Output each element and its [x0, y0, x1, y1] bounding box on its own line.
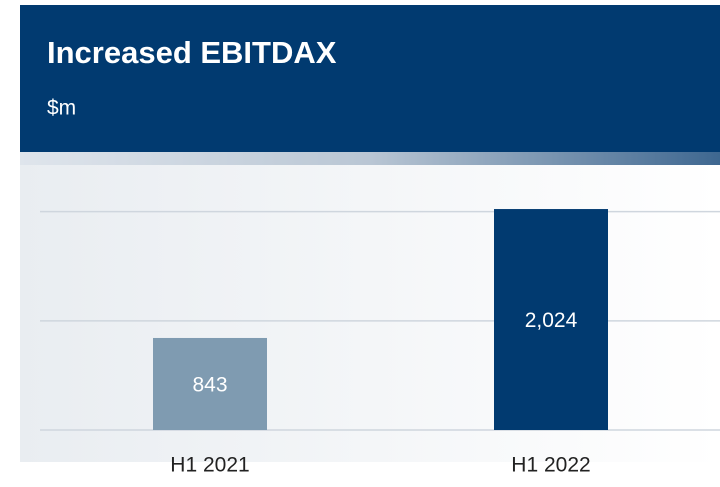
plot-background [20, 165, 720, 462]
x-tick-label: H1 2022 [511, 454, 590, 477]
x-tick-label: H1 2021 [170, 454, 249, 477]
header-strip [20, 152, 720, 165]
chart-title: Increased EBITDAX [47, 35, 337, 70]
bar [153, 337, 267, 430]
header [20, 5, 720, 153]
bar [494, 209, 608, 430]
data-label: 2,024 [525, 309, 578, 332]
data-label: 843 [192, 374, 227, 397]
chart-subtitle: $m [47, 97, 76, 120]
